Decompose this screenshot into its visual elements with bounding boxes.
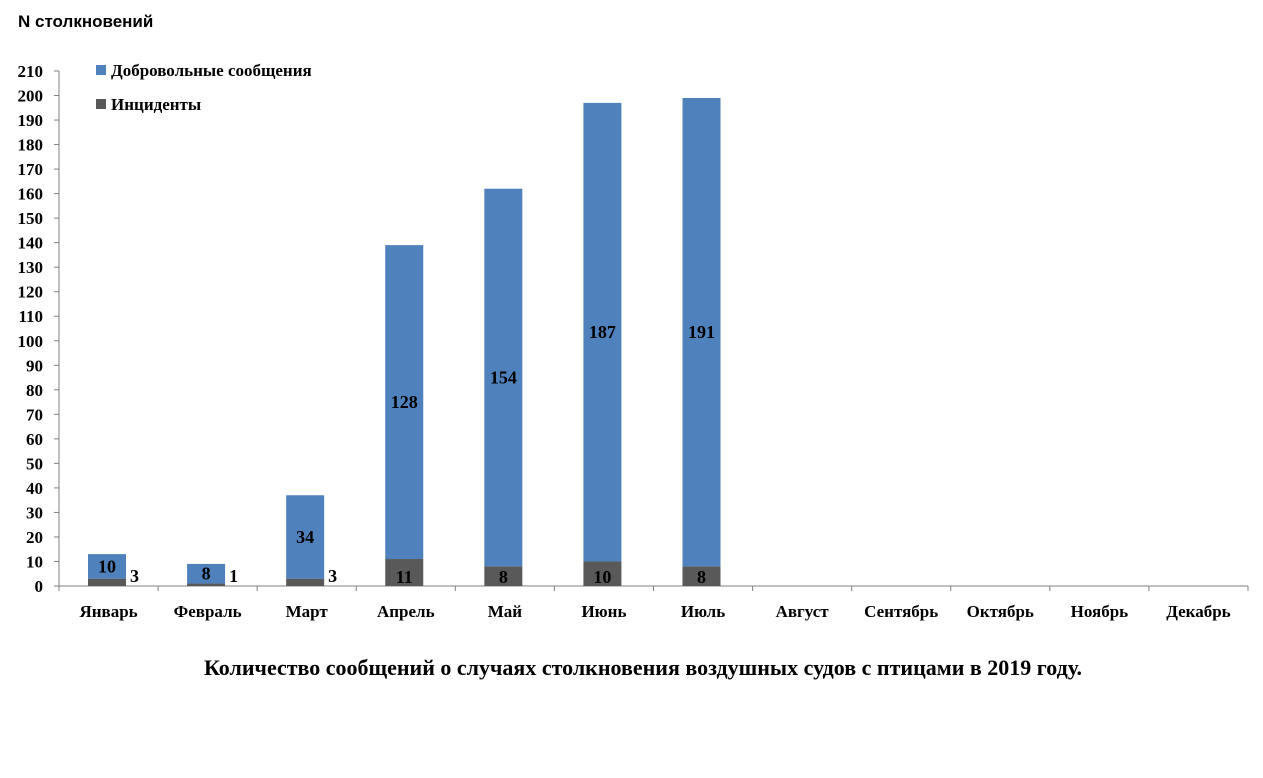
x-tick-label: Апрель [377,602,435,621]
y-tick-label: 160 [18,185,44,204]
y-axis-ticks: 0 10 20 30 40 50 60 70 80 90 100 110 120 130 140 150 160… [18,62,59,596]
data-label-incidents: 11 [396,567,413,587]
bar-incidents [187,583,226,586]
y-tick-label: 110 [18,307,43,326]
y-tick-label: 130 [18,258,44,277]
bar-incidents [88,578,126,586]
y-tick-label: 0 [35,577,44,596]
x-tick-label: Январь [79,602,137,621]
axes [58,71,1248,587]
legend-label: Инциденты [111,95,201,114]
data-label-voluntary: 187 [589,322,616,342]
data-label-incidents: 3 [328,566,337,586]
x-tick-label: Июль [681,602,725,621]
data-label-incidents: 1 [229,566,238,586]
bar-incidents [484,566,523,586]
bars [88,97,721,586]
bar-incidents [286,578,325,586]
bar-voluntary [484,188,523,567]
legend-swatch [96,99,106,109]
legend-swatch [96,65,106,75]
y-tick-label: 180 [18,136,44,155]
bar-incidents [682,566,721,586]
x-tick-label: Ноябрь [1071,602,1129,621]
y-tick-label: 200 [18,87,44,106]
x-tick-label: Март [286,602,329,621]
x-tick-label: Декабрь [1166,602,1230,621]
y-tick-label: 10 [26,552,43,571]
y-tick-label: 20 [26,528,43,547]
y-tick-label: 210 [18,62,44,81]
bar-voluntary [583,102,622,562]
x-tick-label: Февраль [174,602,242,621]
y-tick-label: 30 [26,503,43,522]
y-tick-label: 150 [18,209,44,228]
y-tick-label: 120 [18,283,44,302]
y-tick-label: 40 [26,479,43,498]
y-tick-label: 60 [26,430,43,449]
bar-voluntary [187,563,226,584]
data-label-voluntary: 154 [490,368,517,388]
x-tick-label: Июнь [581,602,626,621]
y-tick-label: 80 [26,381,43,400]
bar-incidents [583,561,622,586]
y-tick-label: 100 [18,332,44,351]
bar-voluntary [385,245,424,560]
y-axis-title: N столкновений [18,12,153,31]
bar-voluntary [286,495,325,579]
data-label-voluntary: 34 [296,527,314,547]
legend: Добровольные сообщения Инциденты [96,61,312,114]
x-tick-label: Октябрь [967,602,1034,621]
y-tick-label: 90 [26,356,43,375]
y-tick-label: 70 [26,405,43,424]
x-axis-categories: Январь Февраль Март Апрель Май Июнь Июль Август… [58,586,1249,621]
bar-voluntary [682,97,721,567]
y-tick-label: 190 [18,111,44,130]
data-label-incidents: 3 [130,566,139,586]
data-label-incidents: 8 [499,567,508,587]
data-label-incidents: 8 [697,567,706,587]
data-label-voluntary: 191 [688,322,715,342]
data-label-voluntary: 8 [202,564,211,584]
legend-label: Добровольные сообщения [111,61,312,80]
y-tick-label: 140 [18,234,44,253]
x-tick-label: Август [776,602,830,621]
x-tick-label: Май [488,602,523,621]
data-label-voluntary: 10 [98,556,116,576]
bar-incidents [385,559,424,586]
chart-caption: Количество сообщений о случаях столкнове… [204,655,1082,680]
y-tick-label: 170 [18,160,44,179]
y-tick-label: 50 [26,454,43,473]
x-tick-label: Сентябрь [864,602,938,621]
data-label-voluntary: 128 [391,392,418,412]
data-label-incidents: 10 [593,567,611,587]
bar-voluntary [88,554,126,579]
